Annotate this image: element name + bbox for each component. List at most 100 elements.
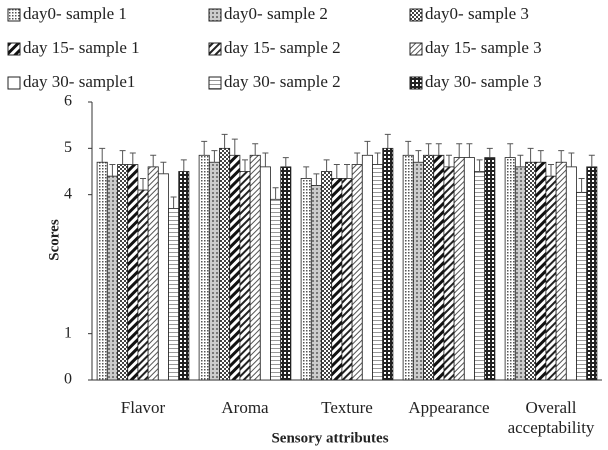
bar bbox=[484, 157, 496, 381]
bar bbox=[178, 171, 190, 381]
bar bbox=[341, 178, 353, 381]
bar bbox=[331, 178, 343, 381]
error-bar bbox=[435, 143, 442, 156]
bar bbox=[443, 166, 455, 381]
y-axis-label: Scores bbox=[46, 219, 62, 261]
error-bar bbox=[415, 150, 422, 163]
bar bbox=[423, 154, 435, 381]
bar bbox=[565, 166, 577, 381]
bar bbox=[586, 166, 598, 381]
bar bbox=[474, 171, 486, 381]
bar bbox=[463, 157, 475, 381]
error-bar bbox=[344, 164, 350, 179]
x-tick-label: Flavor bbox=[120, 398, 166, 417]
error-bar bbox=[242, 159, 248, 172]
legend-label: day0- sample 2 bbox=[224, 4, 328, 23]
bar bbox=[96, 161, 108, 381]
bar bbox=[576, 191, 588, 381]
bar bbox=[259, 166, 271, 381]
error-bar bbox=[527, 147, 534, 163]
y-tick-label: 5 bbox=[64, 139, 72, 156]
legend-label: day0- sample 1 bbox=[23, 4, 127, 23]
bar bbox=[157, 173, 169, 381]
legend-label: day 30- sample 2 bbox=[224, 72, 341, 91]
error-bar bbox=[588, 154, 595, 167]
error-bar bbox=[456, 143, 463, 158]
error-bar bbox=[150, 154, 157, 167]
error-bar bbox=[303, 166, 310, 179]
bar bbox=[137, 189, 149, 381]
bar bbox=[351, 164, 363, 381]
bar bbox=[525, 161, 537, 381]
error-bar bbox=[99, 147, 106, 163]
bar bbox=[300, 178, 312, 381]
error-bar bbox=[578, 177, 585, 193]
bar bbox=[239, 171, 251, 381]
error-bar bbox=[262, 152, 269, 167]
legend-label: day 15- sample 3 bbox=[425, 38, 542, 57]
bar bbox=[433, 154, 445, 381]
bar bbox=[412, 161, 424, 381]
bar bbox=[208, 161, 220, 381]
error-bar bbox=[109, 164, 116, 177]
x-axis-label: Sensory attributes bbox=[271, 430, 388, 446]
error-bar bbox=[140, 177, 146, 191]
bar bbox=[504, 157, 516, 381]
legend-swatch bbox=[7, 8, 21, 22]
error-bar bbox=[231, 138, 238, 156]
bar bbox=[361, 154, 373, 381]
error-bar bbox=[170, 196, 177, 209]
error-bar bbox=[129, 152, 136, 165]
error-bar bbox=[201, 140, 208, 156]
error-bar bbox=[252, 143, 259, 156]
error-bar bbox=[180, 159, 187, 172]
legend-swatch bbox=[7, 42, 21, 56]
legend-swatch bbox=[409, 42, 423, 56]
bar bbox=[402, 154, 414, 381]
x-tick-label: Aroma bbox=[221, 398, 269, 417]
error-bar bbox=[476, 159, 483, 172]
error-bar bbox=[517, 154, 524, 167]
bar bbox=[453, 157, 465, 381]
legend-swatch bbox=[208, 8, 222, 22]
bar bbox=[321, 171, 333, 381]
error-bar bbox=[211, 150, 218, 163]
error-bar bbox=[221, 133, 228, 149]
error-bar bbox=[466, 143, 473, 158]
error-bar bbox=[486, 147, 493, 158]
bar bbox=[270, 198, 282, 381]
error-bar bbox=[282, 157, 289, 167]
error-bar bbox=[119, 150, 126, 165]
x-tick-label: Appearance bbox=[408, 398, 490, 417]
bar bbox=[535, 161, 547, 381]
legend-swatch bbox=[208, 76, 222, 90]
error-bar bbox=[446, 154, 452, 167]
bar bbox=[229, 154, 241, 381]
y-tick-label: 0 bbox=[64, 371, 72, 388]
bar bbox=[310, 184, 322, 381]
legend-label: day 15- sample 2 bbox=[224, 38, 341, 57]
error-bar bbox=[354, 152, 361, 165]
legend-swatch bbox=[409, 76, 423, 90]
y-tick-label: 1 bbox=[64, 324, 72, 341]
bar bbox=[106, 175, 118, 381]
legend-label: day 15- sample 1 bbox=[23, 38, 140, 57]
bar bbox=[555, 161, 567, 381]
error-bar bbox=[548, 164, 554, 177]
error-bar bbox=[333, 164, 340, 179]
bar bbox=[219, 147, 231, 381]
error-bar bbox=[425, 143, 432, 156]
bar bbox=[280, 166, 292, 381]
bar bbox=[168, 208, 180, 381]
error-bar bbox=[272, 187, 279, 200]
error-bar bbox=[323, 159, 330, 172]
bar bbox=[249, 154, 261, 381]
bar bbox=[514, 166, 526, 381]
x-tick-label: Texture bbox=[321, 398, 373, 417]
bar bbox=[198, 154, 210, 381]
bar bbox=[382, 147, 394, 381]
error-bar bbox=[384, 133, 391, 149]
bar bbox=[127, 164, 139, 381]
error-bar bbox=[313, 173, 320, 186]
